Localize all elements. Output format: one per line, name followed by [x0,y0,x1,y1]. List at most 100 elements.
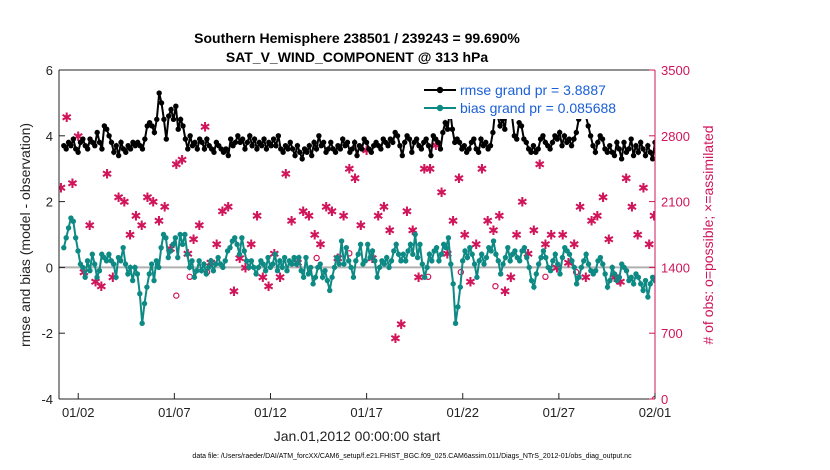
bias-series-point [557,271,563,277]
rmse-series-point [80,136,86,142]
rmse-series-point [595,139,601,146]
rmse-series-point [227,136,234,142]
bias-series-point [274,267,281,274]
obs-assimilated-point: ✱ [540,238,551,253]
x-tick-label: 01/27 [543,405,576,420]
bias-series-point [137,291,143,297]
rmse-series-point [187,133,193,139]
bias-series-point [607,277,613,284]
bias-series-point [414,254,421,261]
bias-series-point [251,264,257,271]
bias-series-point [103,258,110,264]
bias-series-point [265,254,271,261]
bias-series-point [357,241,364,248]
rmse-series-point [559,142,565,149]
bias-series-point [84,258,91,264]
rmse-series-point [139,146,146,152]
obs-assimilated-point: ✱ [436,186,447,201]
bias-series-point [407,241,414,248]
obs-assimilated-point: ✱ [482,214,493,229]
bias-series-point [338,238,345,244]
rmse-series-point [518,123,525,129]
obs-assimilated-point: ✱ [148,196,159,211]
rmse-series-point [306,142,313,149]
bias-series-point [478,251,485,257]
obs-assimilated-point: ✱ [367,252,378,267]
rmse-series-point [535,146,541,152]
rmse-series-point [423,136,429,142]
obs-assimilated-point: ✱ [511,229,522,244]
rmse-series-point [409,149,415,155]
obs-assimilated-point: ✱ [500,285,511,300]
bias-series-point [203,271,209,277]
obs-assimilated-point: ✱ [90,276,101,291]
bias-series-point [448,261,454,267]
bias-series-point [65,225,72,231]
rmse-series-point [618,156,625,162]
rmse-series-point [514,136,520,142]
bias-series-point [507,258,513,264]
rmse-series-point [530,142,537,149]
bias-series-point [184,251,190,257]
bias-series-point [455,304,461,310]
rmse-series-point [113,142,119,149]
x-tick-label: 02/01 [639,405,672,420]
bias-series-point [602,271,608,277]
bias-series-point [122,261,129,267]
bias-series-point [348,264,354,271]
rmse-series-point [626,146,632,152]
bias-series-point [308,264,314,271]
rmse-series-point [587,133,594,139]
bias-series-point [424,264,430,271]
bias-series-point [270,261,276,267]
rmse-series-point [616,146,622,152]
bias-series-point [462,248,468,254]
obs-assimilated-point: ✱ [453,172,464,187]
obs-assimilated-point: ✱ [378,200,389,215]
obs-assimilated-point: ✱ [344,163,355,178]
rmse-series-point [502,126,508,132]
bias-series-point [331,264,338,271]
rmse-series-point [568,142,575,149]
rmse-series-point [590,142,596,149]
rmse-series-point [204,136,210,142]
x-tick-label: 01/22 [446,405,479,420]
bias-series-point [281,254,288,261]
bias-series-point [550,258,556,264]
bias-series-point [317,261,323,267]
obs-assimilated-point: ✱ [315,238,326,253]
obs-assimilated-point: ✱ [338,210,349,225]
obs-assimilated-point: ✱ [632,229,643,244]
rmse-series-point [340,136,346,142]
rmse-series-point [359,146,365,152]
obs-assimilated-point: ✱ [280,167,291,182]
rmse-series-point [633,142,639,149]
bias-series-point [72,235,79,241]
bias-series-point [433,244,440,251]
bias-series-point [82,274,88,280]
rmse-series-point [337,146,344,152]
bias-series-point [583,251,589,257]
rmse-series-point [158,100,165,106]
bias-series-point [186,264,193,271]
bias-series-point [374,274,380,280]
bias-series-point [547,267,554,274]
rmse-series-point [292,152,298,159]
rmse-series-point [273,142,279,149]
rmse-series-point [401,139,408,146]
bias-series-point [272,251,278,257]
bias-series-point [376,264,383,271]
bias-series-point [467,244,473,251]
rmse-series-point [478,136,484,142]
obs-assimilated-point: ✱ [136,219,147,234]
obs-assimilated-point: ✱ [361,144,372,159]
bias-series-point [75,248,81,254]
bias-series-point [592,267,599,274]
rmse-series-point [325,146,332,152]
bias-series-point [388,258,395,264]
bias-series-point [293,261,300,267]
bias-series-point [436,258,442,264]
obs-assimilated-point: ✱ [534,158,545,173]
bias-series-point [611,271,618,277]
rmse-series-point [490,129,496,136]
